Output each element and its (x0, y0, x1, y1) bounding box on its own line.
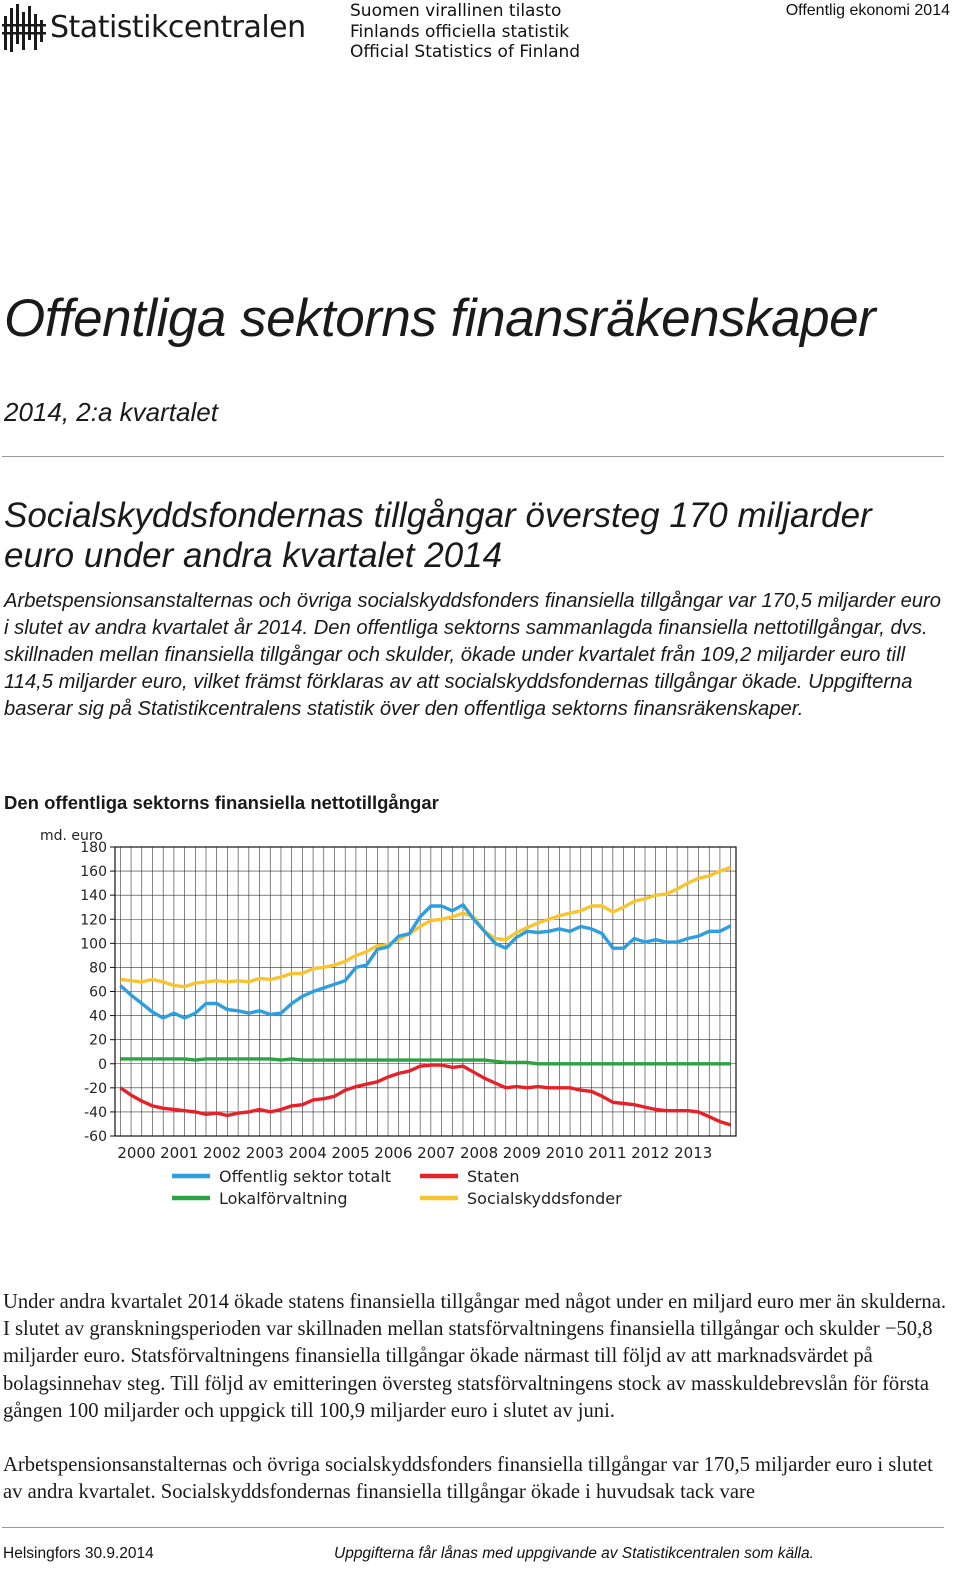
net-financial-assets-chart: md. euro 180 160 140 120 100 80 60 40 20 0 -20 -40 -… (40, 828, 737, 1208)
y-tick-label: 40 (89, 1009, 107, 1025)
series-line-0 (119, 903, 732, 1020)
x-tick-label: 2000 (117, 1144, 155, 1162)
period-subtitle: 2014, 2:a kvartalet (4, 397, 218, 427)
y-tick-label: 60 (89, 985, 107, 1001)
page-title: Offentliga sektorns finansräkenskaper (4, 289, 876, 348)
legend-label: Offentlig sektor totalt (219, 1167, 391, 1186)
title-divider (2, 456, 944, 457)
legend-label: Lokalförvaltning (219, 1189, 348, 1208)
y-tick-label: 180 (80, 840, 107, 856)
x-tick-label: 2010 (546, 1144, 584, 1162)
official-statistics-block: Suomen virallinen tilasto Finlands offic… (350, 1, 580, 63)
y-tick-label: -60 (84, 1129, 107, 1145)
x-tick-label: 2011 (588, 1144, 626, 1162)
y-tick-label: 80 (89, 960, 107, 976)
release-headline: Socialskyddsfondernas tillgångar överste… (4, 496, 872, 575)
x-tick-label: 2013 (674, 1144, 712, 1162)
y-axis-unit-label: md. euro (40, 828, 103, 844)
official-line-sv: Finlands officiella statistik (350, 21, 570, 42)
series-line-3 (120, 865, 732, 989)
y-tick-label: 0 (98, 1057, 107, 1073)
series-line-2 (120, 1057, 731, 1066)
series-line-1 (119, 1063, 732, 1127)
y-tick-label: 140 (80, 888, 107, 904)
x-tick-label: 2006 (374, 1144, 412, 1162)
official-line-en: Official Statistics of Finland (350, 42, 581, 62)
logo-wordmark: Statistikcentralen (50, 10, 306, 45)
x-tick-label: 2008 (460, 1144, 498, 1162)
legend-label: Staten (467, 1167, 520, 1186)
y-tick-label: 120 (80, 912, 107, 928)
legend-label: Socialskyddsfonder (467, 1189, 622, 1208)
x-tick-label: 2002 (203, 1144, 241, 1162)
y-tick-label: 100 (80, 936, 107, 952)
lead-paragraph: Arbetspensionsanstalternas och övriga so… (4, 590, 941, 720)
x-tick-label: 2004 (289, 1144, 327, 1162)
statistikcentralen-logo-icon (2, 4, 46, 52)
publication-category: Offentlig ekonomi 2014 (785, 2, 950, 19)
footer-source-note: Uppgifterna får lånas med uppgivande av … (334, 1545, 814, 1562)
footer-divider (2, 1527, 944, 1528)
y-tick-label: 160 (80, 864, 107, 880)
x-tick-label: 2003 (246, 1144, 284, 1162)
x-axis-ticks: 2000 2001 2002 2003 2004 2005 2006 2007 2008 2009… (117, 1144, 712, 1162)
y-axis-ticks: 180 160 140 120 100 80 60 40 20 0 -20 -40 -60 (80, 840, 115, 1145)
y-tick-label: 20 (89, 1033, 107, 1049)
x-tick-label: 2007 (417, 1144, 455, 1162)
footer-place-date: Helsingfors 30.9.2014 (3, 1545, 154, 1562)
body-paragraph-1: Under andra kvartalet 2014 ökade statens… (3, 1291, 946, 1422)
chart-heading: Den offentliga sektorns finansiella nett… (4, 792, 439, 813)
y-tick-label: -20 (84, 1081, 107, 1097)
x-tick-label: 2012 (631, 1144, 669, 1162)
x-tick-label: 2005 (331, 1144, 369, 1162)
chart-series (119, 865, 732, 1127)
body-paragraph-2: Arbetspensionsanstalternas och övriga so… (3, 1454, 933, 1504)
chart-legend: Offentlig sektor totalt Lokalförvaltning S… (172, 1167, 622, 1208)
y-tick-label: -40 (84, 1105, 107, 1121)
official-line-fi: Suomen virallinen tilasto (350, 1, 562, 21)
x-tick-label: 2001 (160, 1144, 198, 1162)
x-tick-label: 2009 (503, 1144, 541, 1162)
chart-grid (115, 846, 736, 1137)
